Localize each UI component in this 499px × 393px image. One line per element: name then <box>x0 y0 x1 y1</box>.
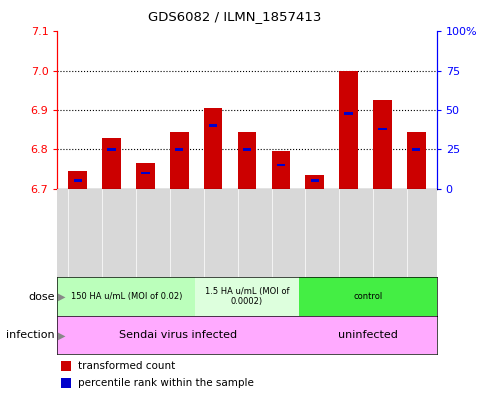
Text: 1.5 HA u/mL (MOI of
0.0002): 1.5 HA u/mL (MOI of 0.0002) <box>205 287 289 307</box>
Bar <box>339 71 358 189</box>
Bar <box>299 316 437 354</box>
Bar <box>378 127 387 130</box>
Bar <box>102 138 121 189</box>
Text: percentile rank within the sample: percentile rank within the sample <box>78 378 254 388</box>
Text: dose: dose <box>28 292 55 302</box>
Bar <box>68 171 87 189</box>
Bar <box>271 151 290 189</box>
Bar <box>61 361 71 371</box>
Bar <box>344 112 353 114</box>
Text: transformed count: transformed count <box>78 361 176 371</box>
Bar <box>195 277 299 316</box>
Bar <box>204 108 223 189</box>
Text: uninfected: uninfected <box>338 331 398 340</box>
Bar <box>243 148 251 151</box>
Bar <box>305 175 324 189</box>
Bar <box>136 163 155 189</box>
Bar <box>57 316 299 354</box>
Text: Sendai virus infected: Sendai virus infected <box>119 331 237 340</box>
Bar <box>238 132 256 189</box>
Bar <box>299 277 437 316</box>
Text: infection: infection <box>6 331 55 340</box>
Bar <box>373 100 392 189</box>
Bar <box>276 163 285 166</box>
Bar <box>209 124 218 127</box>
Bar <box>141 171 150 174</box>
Bar <box>310 179 319 182</box>
Bar <box>412 148 421 151</box>
Bar <box>175 148 184 151</box>
Text: 150 HA u/mL (MOI of 0.02): 150 HA u/mL (MOI of 0.02) <box>71 292 182 301</box>
Text: ▶: ▶ <box>58 292 66 302</box>
Bar <box>73 179 82 182</box>
Text: GDS6082 / ILMN_1857413: GDS6082 / ILMN_1857413 <box>148 10 321 23</box>
Bar <box>57 277 195 316</box>
Bar <box>170 132 189 189</box>
Text: control: control <box>353 292 382 301</box>
Bar <box>61 378 71 388</box>
Bar <box>107 148 116 151</box>
Bar <box>407 132 426 189</box>
Text: ▶: ▶ <box>58 331 66 340</box>
